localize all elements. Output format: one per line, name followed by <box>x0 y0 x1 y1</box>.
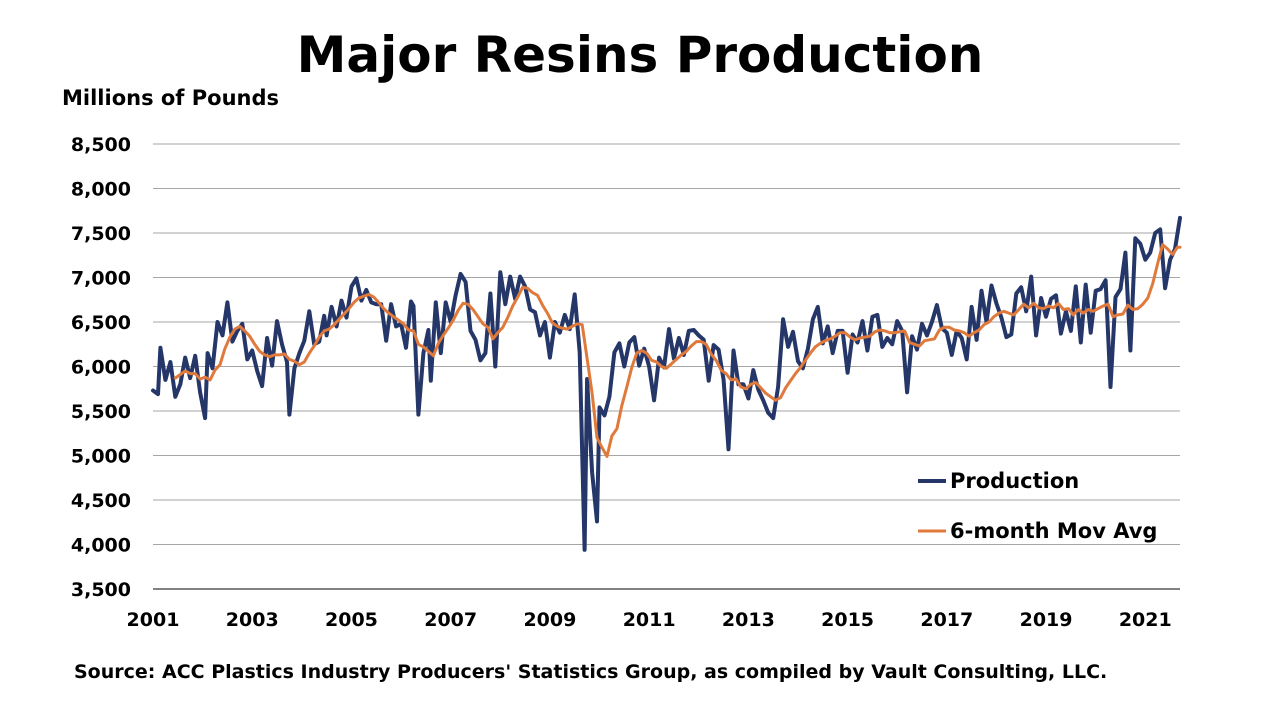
legend: Production 6-month Mov Avg <box>918 469 1157 543</box>
y-axis-unit-label: Millions of Pounds <box>62 86 280 110</box>
x-tick-label: 2003 <box>226 609 279 631</box>
series-lines <box>151 215 1182 552</box>
x-tick-label: 2007 <box>424 609 477 631</box>
y-tick-label: 5,500 <box>71 401 131 423</box>
x-tick-label: 2019 <box>1020 609 1073 631</box>
y-tick-label: 6,000 <box>71 357 131 379</box>
y-tick-label: 3,500 <box>71 579 131 601</box>
source-note: Source: ACC Plastics Industry Producers'… <box>74 661 1108 683</box>
y-tick-label: 8,500 <box>71 134 131 156</box>
y-tick-label: 7,500 <box>71 223 131 245</box>
x-tick-label: 2013 <box>722 609 775 631</box>
y-tick-label: 6,500 <box>71 312 131 334</box>
legend-moving-average-label: 6-month Mov Avg <box>950 519 1157 543</box>
x-tick-label: 2001 <box>127 609 180 631</box>
legend-production-label: Production <box>950 469 1079 493</box>
x-tick-label: 2005 <box>325 609 378 631</box>
y-tick-label: 7,000 <box>71 268 131 290</box>
y-axis-ticks: 3,500 4,000 4,500 5,000 5,500 6,000 6,500 7,000… <box>71 134 131 601</box>
x-tick-label: 2015 <box>821 609 874 631</box>
line-chart: 3,500 4,000 4,500 5,000 5,500 6,000 6,500 7,000… <box>71 134 1182 631</box>
x-tick-label: 2021 <box>1119 609 1172 631</box>
chart-title: Major Resins Production <box>296 26 984 84</box>
x-tick-label: 2011 <box>623 609 676 631</box>
gridlines <box>153 143 1180 590</box>
y-tick-label: 4,000 <box>71 535 131 557</box>
moving-average-line <box>173 243 1182 458</box>
y-tick-label: 5,000 <box>71 446 131 468</box>
x-tick-label: 2017 <box>920 609 973 631</box>
y-tick-label: 4,500 <box>71 490 131 512</box>
x-axis-ticks: 2001 2003 2005 2007 2009 2011 2013 2015 2017 2019… <box>127 609 1172 631</box>
x-tick-label: 2009 <box>523 609 576 631</box>
y-tick-label: 8,000 <box>71 179 131 201</box>
